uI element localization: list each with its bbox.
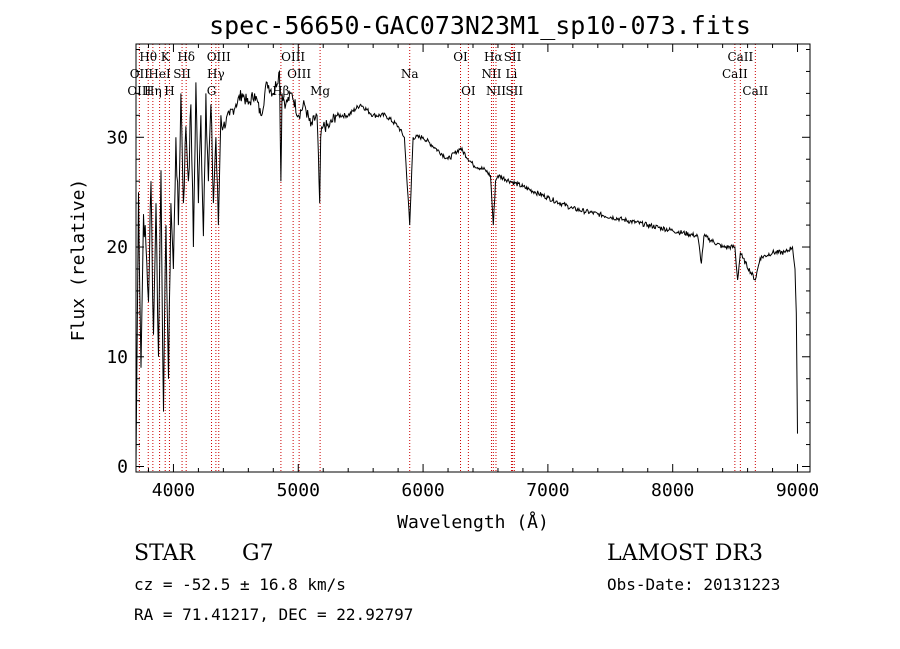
line-label-3: OIII [207,50,231,64]
line-label-4: OIII [281,50,305,64]
y-tick-label-0: 0 [117,457,128,478]
line-label-14: Na [401,67,419,81]
coords-text: RA = 71.41217, DEC = 22.92797 [134,605,413,624]
survey-name: LAMOST DR3 [607,541,763,566]
y-tick-label-20: 20 [106,237,128,258]
line-label-10: HeI [148,67,171,81]
x-tick-label-7000: 7000 [526,480,569,501]
line-label-0: Hθ [139,50,157,64]
line-label-21: G [207,84,217,98]
line-label-8: CaII [727,50,753,64]
line-label-16: Li [506,67,518,81]
line-label-6: Hα [484,50,503,64]
x-tick-label-4000: 4000 [152,480,195,501]
line-label-7: SII [504,50,522,64]
y-axis-label: Flux (relative) [68,179,89,342]
line-label-19: Hη [144,84,162,98]
x-tick-label-9000: 9000 [776,480,819,501]
line-label-9: OII [130,67,150,81]
line-label-12: Hγ [207,67,225,81]
object-subclass: G7 [242,541,274,566]
line-label-2: Hδ [177,50,195,64]
y-tick-label-10: 10 [106,347,128,368]
y-axis-ticks: 0 10 20 30 [106,48,810,478]
object-class: STAR [134,541,196,566]
x-tick-label-6000: 6000 [401,480,444,501]
line-label-15: NII [481,67,501,81]
plot-frame [135,43,811,473]
x-axis-ticks: 4000 5000 6000 7000 8000 9000 [147,44,819,501]
x-tick-label-8000: 8000 [651,480,694,501]
line-label-27: CaII [742,84,768,98]
line-label-26: SII [505,84,523,98]
line-label-13: OIII [287,67,311,81]
line-label-17: CaII [722,67,748,81]
line-label-18: OIII [127,84,151,98]
line-label-25: NII [486,84,506,98]
line-label-22: Hβ [272,84,289,98]
spectral-line-markers [138,44,756,472]
line-label-11: SII [173,67,191,81]
line-label-1: K [161,50,171,64]
x-tick-label-5000: 5000 [277,480,320,501]
spectrum-series [135,69,798,467]
line-label-20: H [164,84,174,98]
spectrum-line-0 [135,69,798,467]
obs-date-text: Obs-Date: 20131223 [607,575,780,594]
line-label-24: OI [461,84,476,98]
x-axis-label: Wavelength (Å) [397,511,549,533]
y-tick-label-30: 30 [106,127,128,148]
line-label-23: Mg [310,84,330,98]
chart-title: spec-56650-GAC073N23M1_sp10-073.fits [209,11,751,40]
line-label-5: OI [453,50,468,64]
redshift-text: cz = -52.5 ± 16.8 km/s [134,575,346,594]
